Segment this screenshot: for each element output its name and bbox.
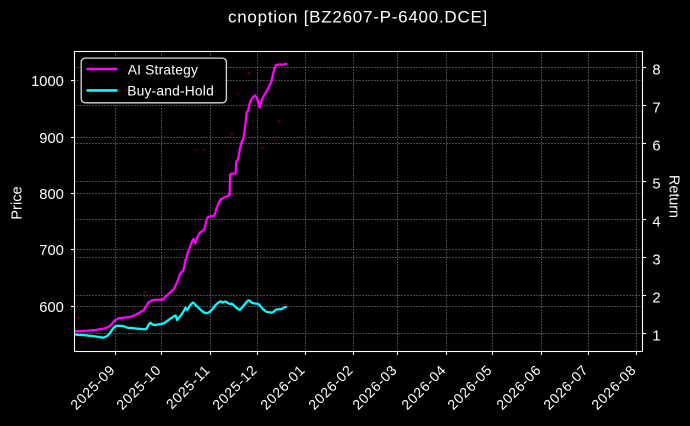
svg-text:700: 700 <box>39 243 64 259</box>
svg-text:900: 900 <box>39 131 64 147</box>
svg-text:1000: 1000 <box>31 74 64 90</box>
svg-text:800: 800 <box>39 187 64 203</box>
svg-text:8: 8 <box>652 63 660 79</box>
svg-text:cnoption [BZ2607-P-6400.DCE]: cnoption [BZ2607-P-6400.DCE] <box>228 8 488 27</box>
svg-text:2: 2 <box>652 291 660 307</box>
svg-text:Return: Return <box>665 175 681 218</box>
svg-text:Price: Price <box>9 186 25 219</box>
svg-text:Buy-and-Hold: Buy-and-Hold <box>127 84 214 99</box>
svg-text:3: 3 <box>652 253 660 269</box>
svg-text:600: 600 <box>39 300 64 316</box>
svg-text:6: 6 <box>652 139 660 155</box>
svg-text:5: 5 <box>652 177 660 193</box>
svg-text:7: 7 <box>652 101 660 117</box>
svg-text:1: 1 <box>652 329 660 345</box>
svg-text:AI Strategy: AI Strategy <box>128 62 198 77</box>
svg-text:4: 4 <box>652 215 660 231</box>
